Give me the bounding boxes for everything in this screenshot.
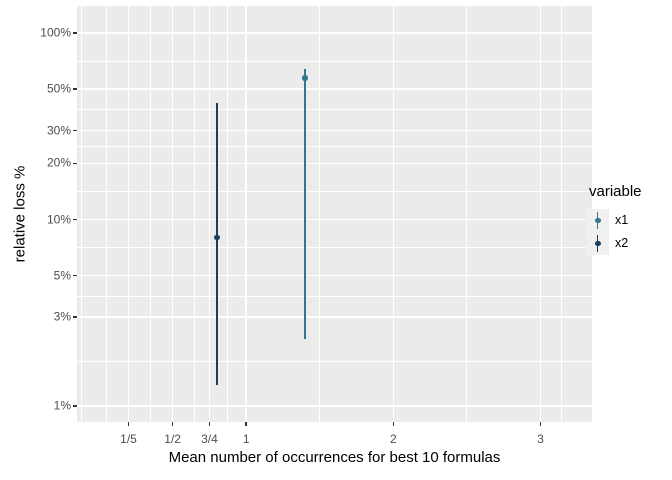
y-tick-mark (73, 129, 77, 132)
gridline-major-y (77, 274, 592, 277)
gridline-minor-x (227, 6, 229, 422)
y-tick-label: 3% (53, 309, 71, 324)
gridline-major-x (392, 6, 395, 422)
y-tick-mark (73, 88, 77, 90)
gridline-major-y (77, 129, 592, 132)
y-tick-label: 1% (53, 398, 71, 413)
y-tick-mark (73, 32, 77, 34)
y-tick-label: 50% (46, 81, 71, 96)
gridline-major-y (77, 316, 592, 318)
gridline-minor-x (105, 6, 107, 422)
gridline-minor-x (194, 6, 196, 422)
gridline-minor-y (77, 295, 592, 297)
gridline-minor-y (77, 247, 592, 249)
gridline-minor-y (77, 146, 592, 148)
legend-key-dot-icon (595, 240, 601, 247)
x-tick-label: 2 (390, 432, 397, 446)
gridline-major-x (245, 6, 247, 422)
gridline-major-x (208, 6, 211, 422)
y-tick-mark (73, 218, 77, 221)
gridline-major-y (77, 405, 592, 407)
pointrange-dot-x2 (214, 234, 220, 241)
y-tick-label: 30% (46, 123, 71, 138)
legend-title: variable (589, 183, 642, 200)
gridline-major-x (127, 6, 130, 422)
pointrange-line-x1 (304, 68, 306, 339)
y-tick-label: 5% (53, 268, 71, 283)
legend-key-x2 (586, 232, 609, 255)
x-tick-mark (539, 422, 542, 426)
y-tick-label: 100% (40, 25, 71, 40)
gridline-minor-x (466, 6, 468, 422)
x-tick-mark (392, 422, 395, 426)
pointrange-line-x2 (215, 103, 218, 385)
y-tick-label: 20% (46, 155, 71, 170)
x-tick-label: 1/5 (120, 432, 137, 446)
gridline-minor-x (560, 6, 562, 422)
x-tick-mark (171, 422, 174, 426)
x-tick-mark (127, 422, 130, 426)
x-tick-label: 1 (242, 432, 250, 446)
y-tick-label: 10% (46, 212, 71, 226)
x-tick-label: 3/4 (201, 432, 218, 446)
y-tick-mark (73, 405, 77, 407)
gridline-minor-x (80, 6, 82, 422)
legend-entry-label: x2 (615, 236, 629, 250)
gridline-minor-y (77, 60, 592, 62)
gridline-major-x (171, 6, 174, 422)
gridline-minor-x (319, 6, 321, 422)
legend-key-dot-icon (595, 217, 601, 224)
legend-entry-label: x1 (615, 213, 629, 227)
x-axis-title: Mean number of occurrences for best 10 f… (168, 449, 501, 466)
y-tick-mark (73, 274, 77, 277)
x-tick-label: 3 (537, 432, 544, 446)
gridline-minor-y (77, 191, 592, 193)
gridline-major-y (77, 88, 592, 90)
plot-panel (77, 6, 592, 422)
x-tick-mark (245, 422, 247, 426)
x-tick-label: 1/2 (164, 432, 181, 446)
gridline-major-y (77, 218, 592, 221)
pointrange-dot-x1 (302, 75, 308, 81)
gridline-major-y (77, 32, 592, 34)
legend-key-x1 (586, 209, 609, 232)
gridline-minor-y (77, 361, 592, 363)
gridline-minor-x (150, 6, 152, 422)
x-tick-mark (208, 422, 211, 426)
gridline-minor-y (77, 109, 592, 111)
gridline-major-y (77, 162, 592, 165)
gridline-major-x (539, 6, 542, 422)
y-tick-mark (73, 316, 77, 318)
y-tick-mark (73, 162, 77, 165)
